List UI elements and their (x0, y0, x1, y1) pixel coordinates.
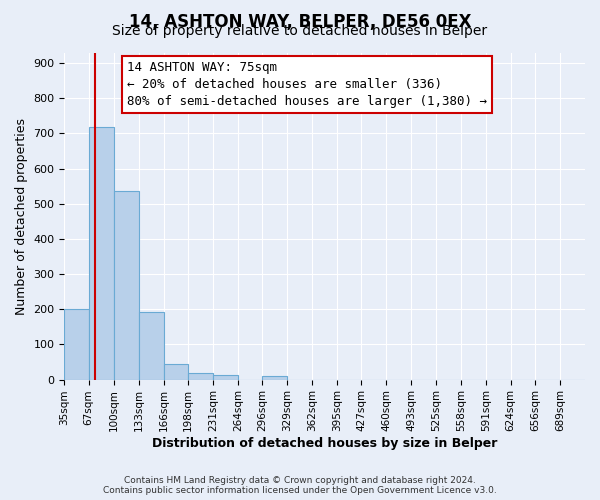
Bar (262, 376, 287, 380)
Bar (188, 372, 213, 380)
Text: Contains HM Land Registry data © Crown copyright and database right 2024.
Contai: Contains HM Land Registry data © Crown c… (103, 476, 497, 495)
Y-axis label: Number of detached properties: Number of detached properties (15, 118, 28, 314)
Text: Size of property relative to detached houses in Belper: Size of property relative to detached ho… (112, 24, 488, 38)
X-axis label: Distribution of detached houses by size in Belper: Distribution of detached houses by size … (152, 437, 497, 450)
Text: 14, ASHTON WAY, BELPER, DE56 0EX: 14, ASHTON WAY, BELPER, DE56 0EX (129, 12, 471, 30)
Bar (139, 312, 164, 380)
Text: 14 ASHTON WAY: 75sqm
← 20% of detached houses are smaller (336)
80% of semi-deta: 14 ASHTON WAY: 75sqm ← 20% of detached h… (127, 60, 487, 108)
Bar (113, 191, 139, 380)
Bar (64, 308, 89, 380)
Bar (89, 127, 113, 380)
Bar (213, 375, 238, 380)
Bar (164, 364, 188, 380)
